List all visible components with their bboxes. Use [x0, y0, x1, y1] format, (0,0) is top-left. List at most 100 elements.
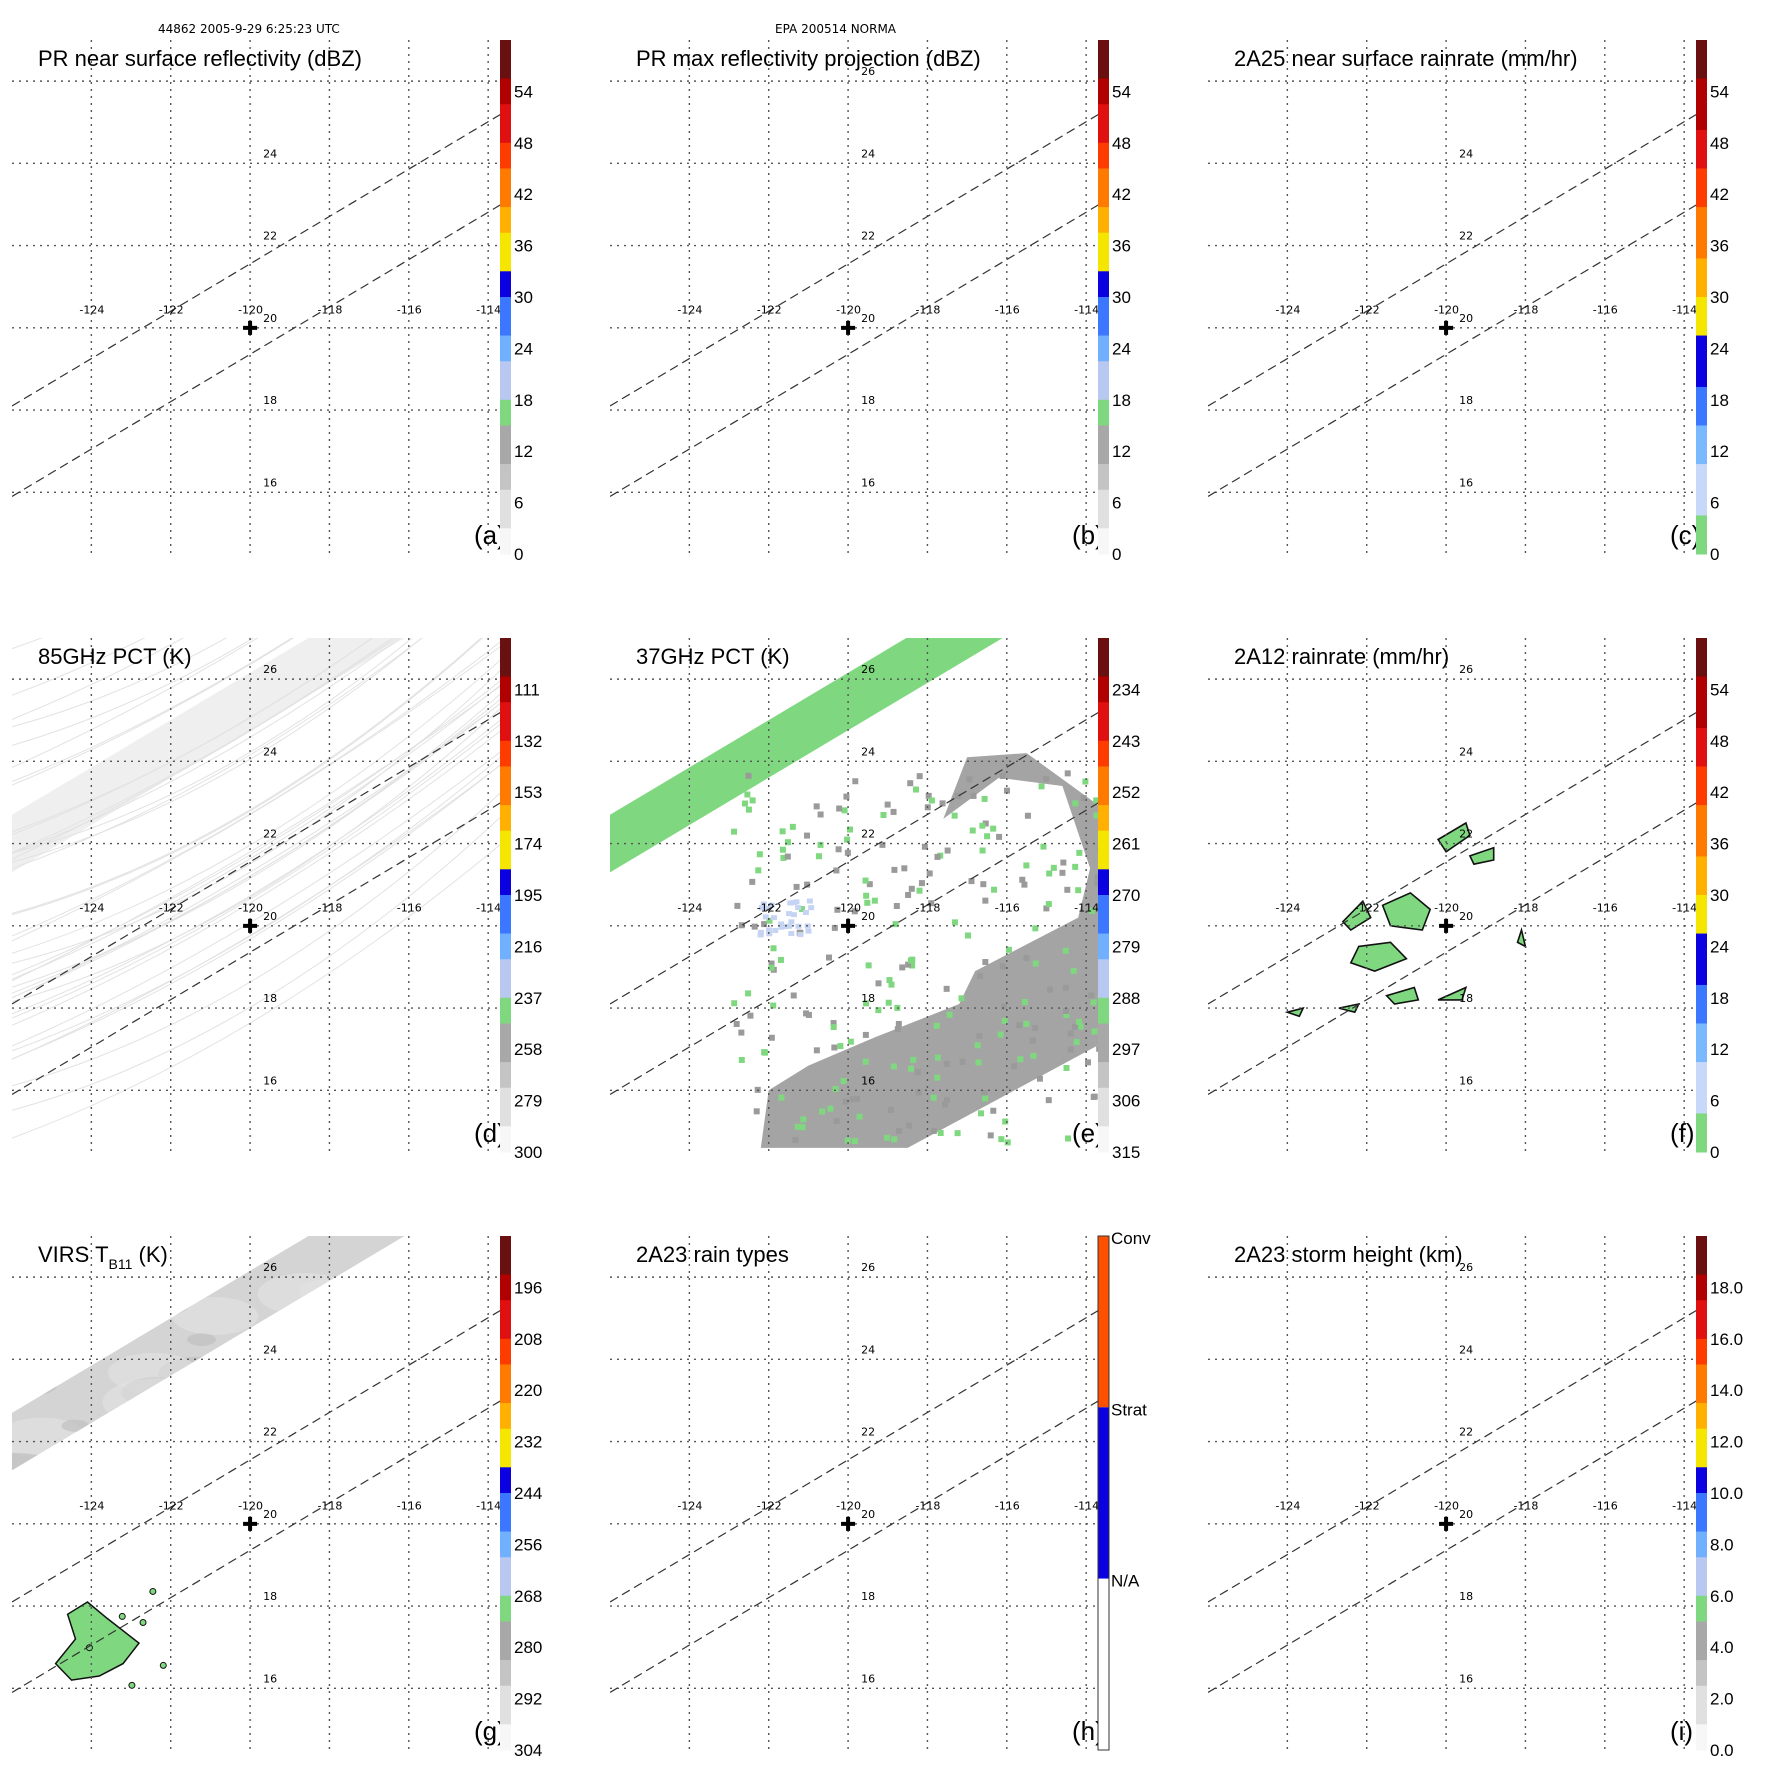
- pixel: [745, 806, 752, 813]
- colorbar-segment: [500, 766, 511, 780]
- colorbar-segment: [1696, 65, 1707, 80]
- pixel: [996, 833, 1003, 840]
- colorbar-tick-label: 30: [1710, 288, 1729, 307]
- colorbar-segment: [1098, 245, 1109, 259]
- pixel: [777, 956, 784, 963]
- pixel: [817, 841, 824, 848]
- lat-label: 22: [1459, 1426, 1473, 1439]
- lat-label: 24: [1459, 745, 1473, 758]
- swath-texture: [12, 785, 508, 1087]
- cold-pixel: [795, 905, 802, 911]
- rain-cell: [1436, 821, 1471, 853]
- pixel: [1072, 800, 1079, 807]
- pixel: [978, 1110, 985, 1117]
- colorbar-tick-label: 18: [1112, 391, 1131, 410]
- colorbar-segment: [500, 65, 511, 80]
- swath-texture: [12, 638, 43, 650]
- pixel: [842, 1098, 849, 1105]
- colorbar-segment: [1696, 1711, 1707, 1725]
- cold-pixel: [788, 931, 795, 937]
- pixel: [733, 1021, 740, 1028]
- colorbar-segment: [500, 1049, 511, 1063]
- pixel: [1075, 887, 1082, 894]
- lat-label: 18: [861, 1590, 875, 1603]
- colorbar-segment: [500, 515, 511, 529]
- panel-d-colorbar: 111 132 153 174 195 216 237 258 279 300: [500, 638, 542, 1162]
- rain-cell: [1516, 927, 1527, 948]
- colorbar-segment: [1696, 1010, 1707, 1024]
- colorbar-segment: [500, 1351, 511, 1365]
- lon-label: -120: [836, 901, 861, 914]
- pixel: [1029, 1037, 1036, 1044]
- colorbar-tick-label: 111: [514, 680, 540, 699]
- pixel: [792, 1137, 799, 1144]
- pixel: [966, 776, 973, 783]
- colorbar-segment: [1098, 972, 1109, 986]
- panel-g-colorbar: 196 208 220 232 244 256 268 280 292 304: [500, 1236, 542, 1760]
- colorbar-segment: [1098, 117, 1109, 131]
- colorbar-tick-label: 6.0: [1710, 1587, 1734, 1606]
- lat-label: 22: [263, 230, 277, 243]
- colorbar-segment: [1696, 1454, 1707, 1468]
- pixel: [981, 795, 988, 802]
- colorbar-segment: [1696, 1325, 1707, 1340]
- colorbar-tick-label: 48: [1112, 134, 1131, 153]
- lat-label: 16: [263, 1672, 277, 1685]
- colorbar-segment: [500, 155, 511, 169]
- colorbar-segment: [1696, 168, 1707, 182]
- colorbar-segment: [500, 1100, 511, 1114]
- pixel: [1072, 1023, 1079, 1030]
- pixel: [832, 1086, 839, 1093]
- title-subscript: B11: [109, 1256, 133, 1272]
- pixel: [755, 867, 762, 874]
- colorbar-segment: [1696, 1364, 1707, 1378]
- colorbar-segment: [500, 805, 511, 819]
- swath-texture: [12, 640, 508, 942]
- pixel: [943, 1097, 950, 1104]
- colorbar-segment: [1098, 907, 1109, 922]
- pixel: [907, 780, 914, 787]
- colorbar-segment: [1696, 946, 1707, 960]
- pixel: [990, 1107, 997, 1114]
- colorbar-segment: [500, 322, 511, 337]
- swath-texture: [12, 638, 374, 835]
- colorbar-segment: [500, 1087, 511, 1102]
- lon-label: -118: [915, 901, 940, 914]
- lat-label: 20: [1459, 1508, 1473, 1521]
- pixel: [1004, 787, 1011, 794]
- colorbar-segment: [500, 219, 511, 234]
- colorbar-segment: [1098, 271, 1109, 285]
- pixel: [1046, 870, 1053, 877]
- colorbar-segment: [500, 1377, 511, 1391]
- pixel: [731, 1000, 738, 1007]
- colorbar-segment: [500, 984, 511, 999]
- colorbar-tick-label: 268: [514, 1587, 542, 1606]
- colorbar-segment: [500, 882, 511, 896]
- colorbar-segment: [1098, 766, 1109, 780]
- lat-label: 20: [263, 910, 277, 923]
- colorbar-segment: [1098, 933, 1109, 947]
- colorbar-tick-label: 30: [1112, 288, 1131, 307]
- lat-label: 20: [263, 312, 277, 325]
- swath-texture: [12, 638, 423, 870]
- colorbar-segment: [1696, 1467, 1707, 1481]
- colorbar-segment: [1696, 361, 1707, 375]
- pixel: [916, 773, 923, 780]
- colorbar-segment: [1098, 817, 1109, 832]
- lat-label: 18: [263, 394, 277, 407]
- panel-h-colorbar: Conv Strat N/A: [1097, 1229, 1151, 1751]
- pixel: [779, 846, 786, 853]
- colorbar-segment: [1098, 399, 1109, 414]
- cold-pixel: [766, 927, 773, 933]
- colorbar-segment: [1696, 817, 1707, 832]
- pixel: [1032, 925, 1039, 932]
- pixel: [1063, 1064, 1070, 1071]
- pixel: [770, 1002, 777, 1009]
- colorbar-segment: [1098, 181, 1109, 195]
- swath-edge: [1208, 1305, 1704, 1603]
- pixel: [813, 803, 820, 810]
- rain-cell: [1381, 891, 1432, 931]
- colorbar-segment: [1098, 753, 1109, 767]
- pixel: [901, 865, 908, 872]
